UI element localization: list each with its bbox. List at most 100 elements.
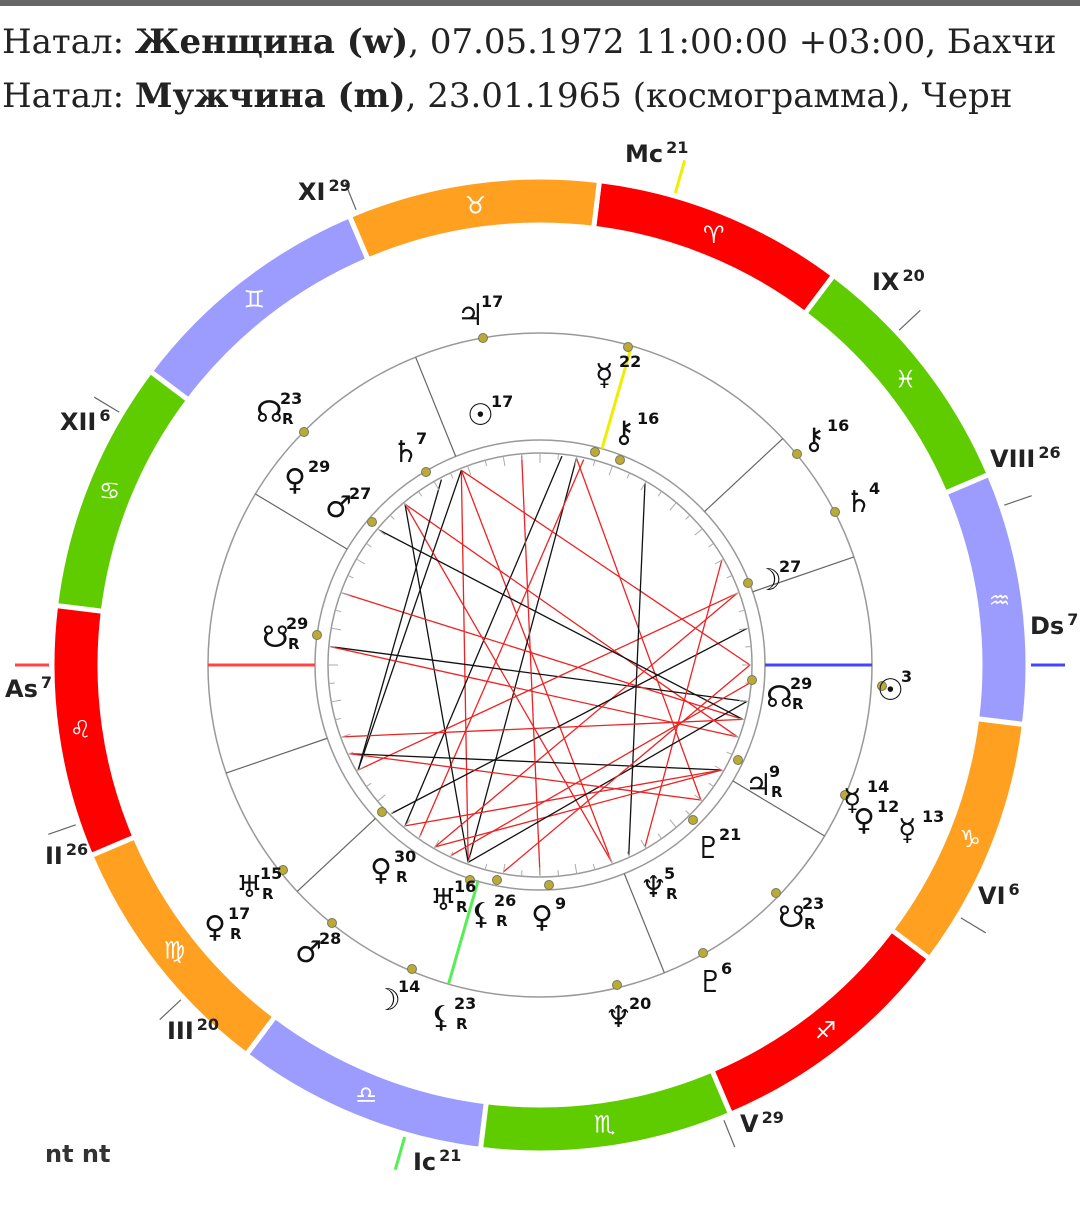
planet-degree: 12 <box>877 797 899 816</box>
house-degree: 7 <box>41 673 52 692</box>
aspect-line <box>404 769 722 827</box>
house-name: VI <box>978 882 1006 910</box>
house-tick <box>960 917 987 934</box>
tick <box>626 472 631 479</box>
house-cusp <box>752 556 855 593</box>
tick <box>467 465 472 476</box>
planet-dot <box>377 807 387 817</box>
aspect-line <box>349 753 722 771</box>
planet-retro: R <box>771 783 783 801</box>
planet-dot <box>623 342 633 352</box>
planet-retro: R <box>456 898 468 916</box>
house-name: Mc <box>625 140 663 168</box>
planet-degree: 3 <box>901 667 912 686</box>
house-cusp <box>296 818 376 892</box>
planet-degree: 27 <box>349 484 371 503</box>
house-tick <box>344 182 357 210</box>
house-degree: 26 <box>66 840 88 859</box>
planet-retro: R <box>666 885 678 903</box>
house-tick <box>673 159 687 194</box>
planet-degree: 23 <box>802 894 824 913</box>
planet-dot <box>407 964 417 974</box>
tick <box>726 751 733 756</box>
zodiac-sign: ♈ <box>703 221 725 249</box>
planet-dot <box>327 918 337 928</box>
planet-dot <box>830 507 840 517</box>
tick <box>403 502 411 511</box>
planet-dot <box>792 449 802 459</box>
planet-dot <box>367 517 377 527</box>
tick <box>685 810 691 816</box>
tick <box>685 514 691 520</box>
planet-symbol: ♆ <box>640 870 667 905</box>
planet-degree: 29 <box>308 457 330 476</box>
zodiac-sign: ♒ <box>989 586 1011 614</box>
planet-dot <box>771 888 781 898</box>
house-label: VIII 26 <box>990 443 1061 473</box>
house-cusp <box>225 737 328 774</box>
planet-symbol: ☉ <box>877 673 904 708</box>
tick <box>738 699 749 703</box>
zodiac-sign: ♓ <box>895 365 917 393</box>
house-degree: 29 <box>762 1108 784 1127</box>
zodiac-sign: ♏ <box>594 1110 616 1138</box>
planet-degree: 4 <box>869 479 880 498</box>
house-name: II <box>45 842 63 870</box>
tick <box>669 819 677 828</box>
tick <box>608 465 613 476</box>
planet-degree: 17 <box>491 392 513 411</box>
tick <box>403 819 411 828</box>
planet-degree: 9 <box>555 894 566 913</box>
zodiac-segment <box>49 602 139 859</box>
aspect-line <box>357 592 738 771</box>
tick <box>467 854 472 865</box>
house-label: XI 29 <box>298 176 351 206</box>
tick <box>640 481 647 491</box>
tick <box>340 733 351 738</box>
planet-symbol: ⚸ <box>470 897 492 932</box>
aspect-line <box>467 700 748 863</box>
planet-degree: 17 <box>228 904 250 923</box>
tick <box>521 453 523 460</box>
tick <box>592 460 596 467</box>
aspect-line <box>450 682 750 856</box>
house-tick <box>723 1120 736 1148</box>
zodiac-sign: ♑ <box>959 825 981 853</box>
aspect-line <box>330 646 747 703</box>
tick <box>726 574 733 579</box>
house-degree: 20 <box>902 266 924 285</box>
planet-symbol: ☉ <box>467 398 494 433</box>
tick <box>738 609 745 613</box>
tick <box>356 765 366 772</box>
house-tick <box>898 309 921 331</box>
planet-symbol: ♄ <box>845 485 872 520</box>
planet-symbol: ☽ <box>755 563 782 598</box>
aspect-line <box>357 479 443 771</box>
planet-retro: R <box>282 410 294 428</box>
zodiac-sign: ♋ <box>99 477 121 505</box>
zodiac-sign: ♉ <box>465 192 487 220</box>
tick <box>729 592 740 597</box>
tick <box>331 627 342 631</box>
tick <box>328 682 335 684</box>
tick <box>502 863 506 874</box>
tick <box>694 528 703 536</box>
house-name: As <box>5 675 38 703</box>
house-degree: 26 <box>1038 443 1060 462</box>
planet-retro: R <box>792 695 804 713</box>
planet-dot <box>421 467 431 477</box>
planet-symbol: ♀ <box>204 910 226 945</box>
planet-symbol: ☊ <box>256 395 283 430</box>
header-line: Натал: Мужчина (m), 23.01.1965 (космогра… <box>2 76 1012 116</box>
planet-symbol: ♀ <box>284 463 306 498</box>
header-line: Натал: Женщина (w), 07.05.1972 11:00:00 … <box>2 22 1056 62</box>
aspect-line <box>460 470 613 863</box>
house-name: V <box>740 1110 759 1138</box>
planet-retro: R <box>804 915 816 933</box>
planet-dot <box>544 880 554 890</box>
planet-symbol: ⚷ <box>803 422 825 457</box>
tick <box>557 870 559 877</box>
tick <box>729 733 740 738</box>
tick <box>377 528 386 536</box>
